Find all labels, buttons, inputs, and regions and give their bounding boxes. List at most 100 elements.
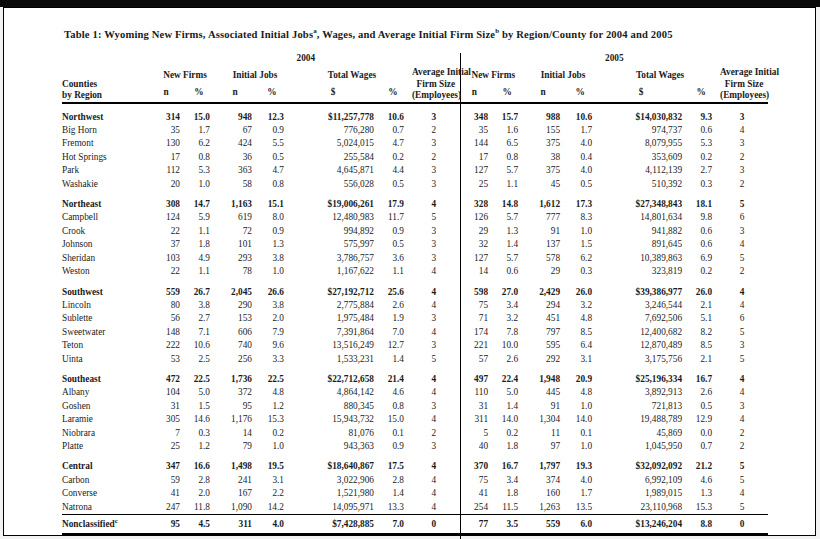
cell: 160 (526, 487, 568, 500)
table-row: Hot Springs170.8360.5255,5840.22170.8380… (62, 151, 768, 164)
cell: 0.5 (568, 178, 600, 191)
cell: 606 (218, 326, 260, 339)
cell: 72 (218, 225, 260, 238)
cell: 2.0 (260, 312, 292, 325)
cell: 4 (412, 299, 460, 312)
cell: 22.5 (188, 366, 218, 386)
cell: 1.0 (568, 225, 600, 238)
cell: 4 (720, 366, 768, 386)
cell: 472 (152, 366, 188, 386)
cell: 363 (218, 164, 260, 177)
cell: 6.5 (496, 137, 526, 150)
cell: 374 (526, 474, 568, 487)
cell: 797 (526, 326, 568, 339)
cell: 1.8 (496, 487, 526, 500)
row-label: Northwest (62, 103, 152, 124)
cell: 144 (460, 137, 496, 150)
table-row: Sublette562.71532.01,975,4841.93713.2451… (62, 312, 768, 325)
cell: 15.1 (260, 191, 292, 211)
cell: 4 (412, 453, 460, 473)
cell: 67 (218, 124, 260, 137)
cell: 7,692,506 (600, 312, 690, 325)
cell: 36 (218, 151, 260, 164)
cell: 14 (218, 427, 260, 440)
cell: 0.7 (382, 124, 412, 137)
table-row: Natrona24711.81,09014.214,095,97113.3425… (62, 501, 768, 515)
cell: 9.6 (260, 339, 292, 352)
cell: 10.0 (496, 339, 526, 352)
row-label: Platte (62, 440, 152, 453)
cell: 0.3 (568, 265, 600, 278)
row-label: Statewide (62, 534, 152, 539)
cell: 311 (460, 413, 496, 426)
cell: 3,892,913 (600, 386, 690, 399)
initial-jobs-header-2004: Initial Jobs (218, 67, 292, 82)
cell: 348 (460, 103, 496, 124)
cell: $22,712,658 (292, 366, 382, 386)
cell: 75 (460, 474, 496, 487)
cell: 1.9 (382, 312, 412, 325)
cell: 3 (720, 400, 768, 413)
cell: 559 (152, 279, 188, 299)
cell: 1.1 (496, 178, 526, 191)
cell: 1.3 (690, 487, 720, 500)
cell: 4.6 (382, 386, 412, 399)
cell: 445 (526, 386, 568, 399)
cell: 0.5 (382, 238, 412, 251)
cell: 6.9 (690, 252, 720, 265)
cell: 7,391,864 (292, 326, 382, 339)
cell: 0.9 (260, 124, 292, 137)
cell: 12.3 (260, 103, 292, 124)
cell: 13.3 (382, 501, 412, 515)
cell: 25.6 (382, 279, 412, 299)
cell: 45,869 (600, 427, 690, 440)
cell: 29 (526, 265, 568, 278)
cell: 1,948 (526, 366, 568, 386)
cell: 2,218 (460, 534, 496, 539)
row-label: Goshen (62, 400, 152, 413)
cell: 1.4 (382, 353, 412, 366)
table-title: Table 1: Wyoming New Firms, Associated I… (64, 29, 774, 40)
cell: 95 (152, 515, 188, 535)
row-label: Teton (62, 339, 152, 352)
cell: 5 (720, 453, 768, 473)
cell: 1,975,484 (292, 312, 382, 325)
cell: 5.0 (496, 386, 526, 399)
cell: 0.6 (690, 124, 720, 137)
cell: 5 (412, 211, 460, 224)
cell: 45 (526, 178, 568, 191)
table-row: Lincoln803.82903.82,775,8842.64753.42943… (62, 299, 768, 312)
cell: 19.5 (260, 453, 292, 473)
cell: 10.6 (568, 103, 600, 124)
cell: 4.4 (382, 164, 412, 177)
table-row: Teton22210.67409.613,516,24912.7322110.0… (62, 339, 768, 352)
cell: 2 (412, 124, 460, 137)
cell: 0.8 (496, 151, 526, 164)
cell: 4.6 (690, 474, 720, 487)
row-label: Natrona (62, 501, 152, 515)
page-frame: Table 1: Wyoming New Firms, Associated I… (3, 7, 816, 536)
cell: 4.8 (260, 386, 292, 399)
cell: 3 (720, 164, 768, 177)
cell: 1.0 (188, 178, 218, 191)
cell: 3.1 (260, 474, 292, 487)
cell: 2.6 (690, 386, 720, 399)
cell: $7,428,885 (292, 515, 382, 535)
cell: 14.6 (188, 413, 218, 426)
row-label: Carbon (62, 474, 152, 487)
cell: 6,992,109 (600, 474, 690, 487)
cell: 14.2 (260, 501, 292, 515)
row-label: Campbell (62, 211, 152, 224)
cell: 7.0 (382, 326, 412, 339)
table-row: Uinta532.52563.31,533,2311.45572.62923.1… (62, 353, 768, 366)
row-label: Big Horn (62, 124, 152, 137)
cell: 3.6 (382, 252, 412, 265)
cell: 9,333 (526, 534, 568, 539)
cell: 222 (152, 339, 188, 352)
cell: 2 (720, 178, 768, 191)
cell: 16.7 (690, 366, 720, 386)
cell: 15.3 (260, 413, 292, 426)
table-row: Nonclassifiedc954.53114.0$7,428,8857.007… (62, 515, 768, 535)
cell: 1.0 (260, 265, 292, 278)
cell: 9.8 (690, 211, 720, 224)
